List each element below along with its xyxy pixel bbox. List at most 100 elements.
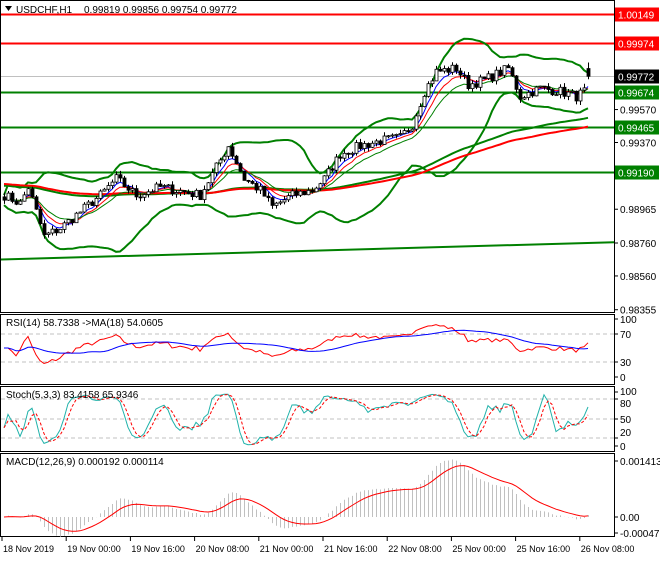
candle bbox=[178, 187, 183, 197]
candle-body bbox=[578, 89, 583, 102]
stoch-axis-label: 100 bbox=[620, 387, 637, 398]
candle bbox=[534, 85, 539, 97]
candle bbox=[406, 128, 411, 134]
candle-body bbox=[50, 228, 55, 234]
candle bbox=[398, 129, 403, 136]
candle-body bbox=[22, 194, 27, 202]
candle-body bbox=[374, 140, 379, 144]
candle-body bbox=[538, 85, 543, 88]
candle bbox=[254, 181, 259, 194]
candle bbox=[382, 132, 387, 145]
candle-body bbox=[202, 189, 207, 201]
candle-body bbox=[182, 190, 187, 193]
stoch-axis-label: 20 bbox=[620, 428, 632, 439]
candle-body bbox=[90, 201, 95, 206]
time-axis-label: 25 Nov 00:00 bbox=[452, 544, 506, 554]
candle-body bbox=[366, 143, 371, 148]
candle-body bbox=[398, 133, 403, 135]
candle-body bbox=[234, 155, 239, 165]
candle-body bbox=[482, 76, 487, 79]
candle-body bbox=[178, 190, 183, 193]
candle-body bbox=[102, 188, 107, 192]
candle-body bbox=[198, 189, 203, 201]
candle bbox=[102, 187, 107, 192]
candle bbox=[350, 151, 355, 158]
rsi-axis-label: 70 bbox=[620, 330, 632, 341]
candle bbox=[394, 133, 399, 139]
candle bbox=[226, 146, 231, 160]
candle-body bbox=[338, 156, 343, 159]
main-panel[interactable] bbox=[0, 0, 615, 313]
candle bbox=[366, 142, 371, 152]
candle bbox=[462, 71, 467, 80]
candle-body bbox=[566, 91, 571, 97]
candle-body bbox=[574, 90, 579, 102]
candle-body bbox=[34, 196, 39, 210]
candle bbox=[518, 87, 523, 103]
candle-body bbox=[318, 183, 323, 189]
candle-body bbox=[246, 180, 251, 182]
candle-body bbox=[62, 222, 67, 230]
macd-label: MACD(12,26,9) 0.000192 0.000114 bbox=[6, 457, 164, 468]
candle bbox=[318, 182, 323, 191]
candle bbox=[126, 184, 131, 194]
level-label: 0.99465 bbox=[618, 124, 655, 135]
candle bbox=[214, 162, 219, 176]
candle-body bbox=[146, 191, 151, 195]
candle bbox=[182, 190, 187, 195]
candle-body bbox=[426, 83, 431, 97]
candle-body bbox=[286, 195, 291, 201]
candle-body bbox=[322, 175, 327, 185]
level-label: 0.99772 bbox=[618, 73, 655, 84]
rsi-panel[interactable] bbox=[0, 314, 615, 385]
candle bbox=[66, 219, 71, 226]
candle bbox=[322, 175, 327, 186]
candle-body bbox=[254, 182, 259, 191]
candle-body bbox=[82, 203, 87, 213]
candle-body bbox=[290, 190, 295, 197]
stoch-axis-label: 50 bbox=[620, 415, 632, 426]
candle bbox=[386, 135, 391, 139]
time-axis-label: 26 Nov 08:00 bbox=[581, 544, 635, 554]
candle bbox=[530, 88, 535, 98]
candle-body bbox=[170, 184, 175, 195]
candle bbox=[426, 81, 431, 98]
candle bbox=[186, 189, 191, 195]
candle-body bbox=[346, 152, 351, 155]
candle bbox=[158, 179, 163, 188]
stoch-axis-label: 0 bbox=[620, 442, 626, 453]
candle-body bbox=[554, 94, 559, 97]
candle bbox=[14, 198, 19, 206]
candle bbox=[538, 85, 543, 89]
macd-panel[interactable] bbox=[0, 453, 615, 537]
candle bbox=[210, 168, 215, 187]
dropdown-triangle-icon[interactable] bbox=[5, 6, 12, 11]
candle-body bbox=[358, 142, 363, 149]
candle bbox=[570, 89, 575, 94]
candle bbox=[550, 88, 555, 97]
candle-body bbox=[542, 85, 547, 88]
candle bbox=[62, 220, 67, 234]
candle bbox=[198, 189, 203, 201]
candle bbox=[346, 152, 351, 159]
candle bbox=[118, 170, 123, 182]
candle-body bbox=[406, 130, 411, 132]
stoch-main-line bbox=[3, 393, 589, 446]
price-axis-label: 0.98760 bbox=[620, 239, 657, 250]
lower-trend-line bbox=[0, 241, 615, 261]
candle bbox=[294, 187, 299, 198]
candle bbox=[82, 202, 87, 214]
level-label: 0.99674 bbox=[618, 89, 655, 100]
candle bbox=[470, 80, 475, 92]
price-axis-label: 0.99370 bbox=[620, 139, 657, 150]
candle-body bbox=[526, 92, 531, 99]
candle bbox=[162, 184, 167, 189]
candle bbox=[230, 142, 235, 159]
candle-body bbox=[18, 200, 23, 205]
candle-body bbox=[390, 134, 395, 137]
macd-axis-label: 0.00 bbox=[620, 513, 640, 524]
candle bbox=[358, 138, 363, 151]
candle bbox=[290, 188, 295, 199]
